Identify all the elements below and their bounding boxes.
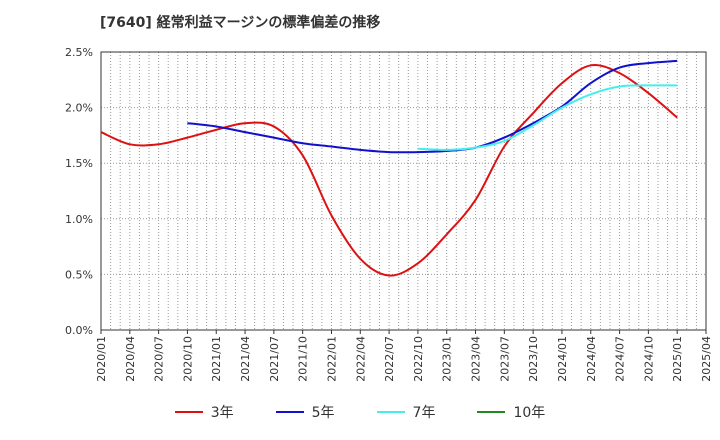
y-tick-label: 1.5%: [65, 157, 93, 170]
legend-item: 5年: [275, 402, 335, 422]
x-axis: 2020/01 2020/04 2020/07 2020/10 2021/01 2021/…: [95, 330, 713, 382]
y-tick-label: 1.0%: [65, 213, 93, 226]
x-tick-label: 2021/01: [210, 336, 223, 382]
series-line-3年: [100, 63, 678, 277]
x-tick-label: 2020/04: [124, 336, 137, 382]
x-tick-label: 2021/10: [297, 336, 310, 382]
chart-title: [7640] 経常利益マージンの標準偏差の推移: [100, 15, 381, 31]
legend-swatch: [376, 411, 405, 413]
plot-area: [100, 51, 707, 331]
legend-label: 3年: [210, 405, 234, 421]
x-tick-label: 2024/04: [585, 336, 598, 382]
legend-swatch: [477, 411, 506, 413]
x-tick-label: 2024/01: [556, 336, 569, 382]
x-tick-label: 2022/10: [412, 336, 425, 382]
legend-label: 10年: [513, 405, 546, 421]
legend-item: 3年: [174, 402, 234, 422]
legend: 3年 5年 7年 10年: [0, 402, 720, 422]
x-tick-label: 2024/07: [614, 336, 627, 382]
series-line-5年: [187, 59, 678, 154]
x-tick-label: 2021/04: [239, 336, 252, 382]
x-tick-label: 2024/10: [642, 336, 655, 382]
x-tick-label: 2023/01: [441, 336, 454, 382]
y-tick-label: 0.5%: [65, 268, 93, 281]
series-line-7年: [417, 84, 678, 151]
legend-item: 10年: [477, 402, 545, 422]
y-tick-label: 0.0%: [65, 324, 93, 337]
x-tick-label: 2021/07: [268, 336, 281, 382]
x-tick-label: 2023/10: [527, 336, 540, 382]
x-tick-label: 2020/10: [181, 336, 194, 382]
y-axis: 0.0% 0.5% 1.0% 1.5% 2.0% 2.5%: [65, 46, 93, 337]
legend-label: 7年: [412, 405, 436, 421]
legend-label: 5年: [311, 405, 335, 421]
line-chart: 0.0%0.5%1.0%1.5%2.0%2.5% 2020/01 2020/04 2…: [65, 46, 713, 382]
x-tick-label: 2022/04: [354, 336, 367, 382]
x-tick-label: 2023/07: [498, 336, 511, 382]
x-tick-label: 2020/07: [153, 336, 166, 382]
series-lines: [100, 59, 678, 277]
x-tick-label: 2022/07: [383, 336, 396, 382]
x-tick-label: 2020/01: [95, 336, 108, 382]
x-tick-label: 2025/04: [700, 336, 713, 382]
x-tick-label: 2025/01: [671, 336, 684, 382]
grid: [101, 52, 706, 330]
legend-item: 7年: [376, 402, 436, 422]
legend-swatch: [275, 411, 304, 413]
y-tick-label: 2.5%: [65, 46, 93, 59]
y-tick-label: 2.0%: [65, 102, 93, 115]
x-tick-label: 2022/01: [325, 336, 338, 382]
legend-swatch: [174, 411, 203, 413]
x-tick-label: 2023/04: [470, 336, 483, 382]
